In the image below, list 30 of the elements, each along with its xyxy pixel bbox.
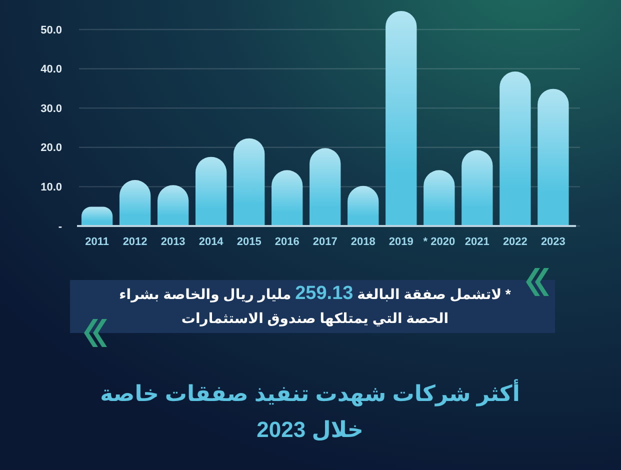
x-tick-label: 2023 xyxy=(540,236,566,248)
y-tick-label: 50.0 xyxy=(40,24,62,36)
bar xyxy=(424,170,455,226)
y-tick-label: 20.0 xyxy=(40,142,62,154)
bar xyxy=(234,138,265,226)
bar xyxy=(310,148,341,226)
x-tick-label: 2013 xyxy=(160,236,186,248)
x-tick-label: 2018 xyxy=(350,236,376,248)
x-tick-label: 2017 xyxy=(312,236,338,248)
text: أكثر شركات شهدت تنفيذ صفقات خاصة خلال 2023 xyxy=(100,381,520,442)
x-tick-label: 2016 xyxy=(274,236,300,248)
bar xyxy=(538,88,569,226)
bar xyxy=(462,150,493,226)
x-tick-label: 2022 xyxy=(502,236,528,248)
x-tick-label: * 2020 xyxy=(423,236,456,248)
y-tick-label: 40.0 xyxy=(40,64,62,76)
bar xyxy=(386,11,417,226)
bar xyxy=(196,156,227,226)
x-tick-label: 2015 xyxy=(236,236,262,248)
bar xyxy=(81,206,113,226)
bar xyxy=(272,170,303,226)
bar xyxy=(500,72,531,226)
x-tick-label: 2021 xyxy=(464,236,490,248)
y-tick-label: - xyxy=(58,220,62,233)
y-tick-label: 10.0 xyxy=(40,182,62,194)
x-tick-label: 2019 xyxy=(388,236,414,248)
x-tick-label: 2011 xyxy=(85,236,109,248)
x-tick-label: 2012 xyxy=(122,236,148,248)
x-tick-label: 2014 xyxy=(198,236,224,248)
y-tick-label: 30.0 xyxy=(40,102,62,115)
